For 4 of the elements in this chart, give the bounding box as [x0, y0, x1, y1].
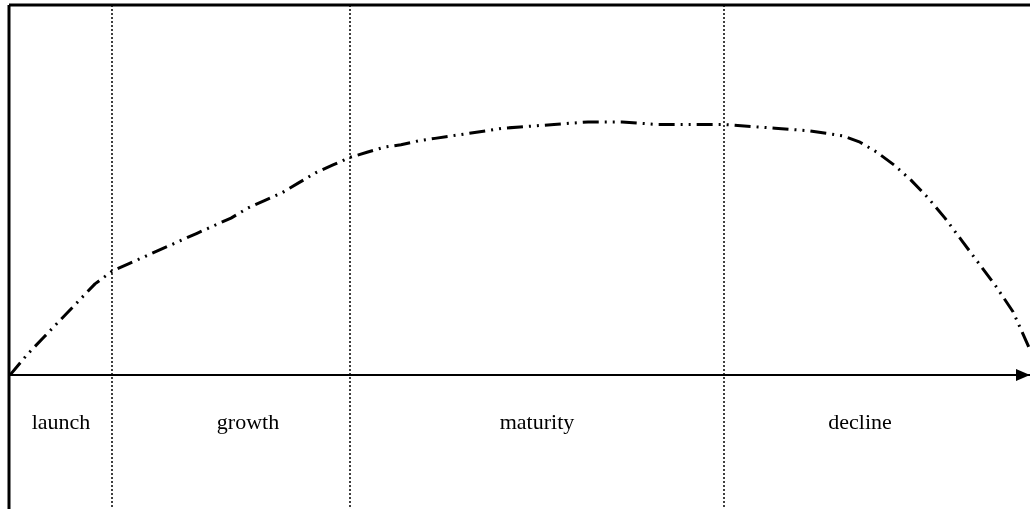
x-tick-label: growth [216, 408, 280, 434]
x-tick-label: maturity [499, 408, 575, 434]
x-tick-label: launch [31, 408, 91, 434]
x-tick-label: decline [828, 408, 892, 434]
